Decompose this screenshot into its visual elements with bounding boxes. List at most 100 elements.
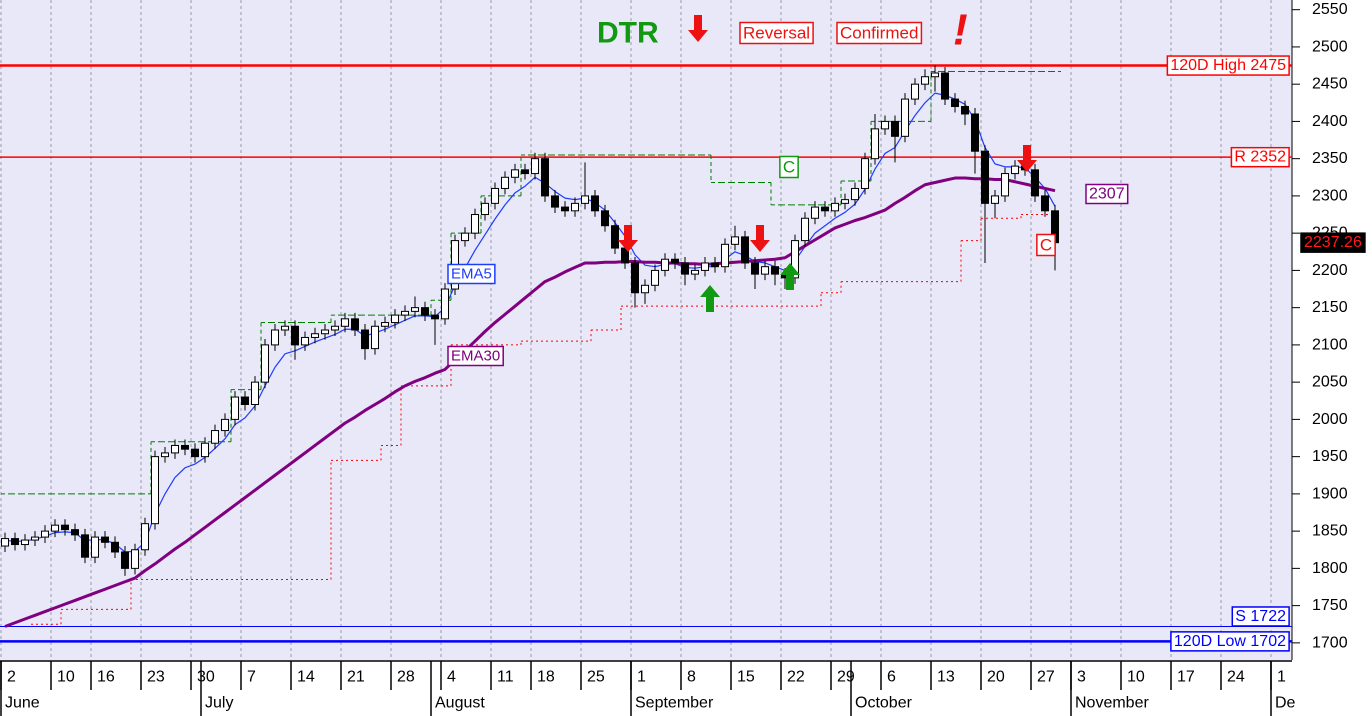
candle-body (961, 106, 969, 115)
candle-body (211, 430, 219, 444)
level-label-box (1170, 631, 1290, 652)
candle-body (471, 214, 479, 234)
candle-body (921, 76, 929, 85)
ema-last-value: 2307 (1089, 186, 1125, 203)
y-tick-label: 2500 (1312, 38, 1348, 55)
series-label-box (447, 263, 496, 285)
candle-body (581, 195, 589, 204)
x-tick-label: 7 (247, 669, 256, 686)
candle-body (791, 240, 799, 279)
y-tick-label: 2200 (1312, 262, 1348, 279)
candle-body (191, 448, 199, 458)
candle-body (301, 336, 309, 346)
candle-body (971, 113, 979, 152)
candle-body (861, 158, 869, 189)
level-label-box (1231, 606, 1290, 627)
candle-body (711, 262, 719, 268)
alert-mark: ! (953, 6, 968, 55)
candle-body (1001, 173, 1009, 197)
candle-body (1, 538, 9, 547)
ema-line (4, 176, 1056, 628)
x-tick-label: 28 (397, 669, 415, 686)
candle-body (811, 206, 819, 219)
candle-body (91, 536, 99, 558)
signal-arrow (688, 15, 708, 42)
candle-body (1011, 165, 1019, 175)
candle-body (491, 187, 499, 204)
candle-body (351, 318, 359, 331)
candle-body (991, 195, 999, 204)
y-tick-label: 2150 (1312, 299, 1348, 316)
x-tick-label: 1 (637, 669, 646, 686)
candle-body (251, 381, 259, 405)
candle-body (831, 202, 839, 212)
candle-body (651, 269, 659, 286)
candle-body (201, 442, 209, 458)
marker-label: C (783, 158, 795, 177)
month-label: September (635, 695, 714, 712)
ema-last-value-box (1085, 183, 1129, 205)
x-tick-label: 18 (537, 669, 555, 686)
x-tick-label: 30 (197, 669, 215, 686)
month-label: August (435, 695, 485, 712)
signal-arrows (618, 15, 1037, 312)
signal-arrow (1017, 145, 1037, 172)
x-tick-label: 1 (1277, 669, 1286, 686)
reversal-label: Reversal (743, 24, 810, 43)
signal-arrow (618, 225, 638, 252)
candle-body (771, 266, 779, 275)
candle-body (731, 236, 739, 245)
candle-body (751, 262, 759, 275)
candle-body (231, 396, 239, 420)
month-label: November (1075, 695, 1149, 712)
candle-body (911, 83, 919, 100)
level-label-box (1166, 55, 1290, 76)
signal-arrow (750, 225, 770, 252)
candle-body (261, 344, 269, 383)
x-tick-label: 21 (347, 669, 365, 686)
month-label: October (855, 695, 913, 712)
candle-body (391, 314, 399, 324)
x-axis-panel (0, 660, 1292, 716)
series-label: EMA5 (451, 266, 492, 283)
candle-body (51, 524, 59, 532)
candle-body (341, 318, 349, 327)
candle-body (881, 120, 889, 130)
x-tick-label: 2 (7, 669, 16, 686)
candle-body (441, 288, 449, 320)
candle-body (641, 284, 649, 294)
y-tick-label: 1700 (1312, 634, 1348, 651)
candle-body (691, 269, 699, 275)
candle-body (281, 325, 289, 331)
y-tick-label: 2450 (1312, 76, 1348, 93)
signal-arrow (780, 263, 800, 290)
candle-body (181, 444, 189, 450)
x-tick-label: 22 (787, 669, 805, 686)
candle-body (741, 236, 749, 264)
x-tick-label: 10 (57, 669, 75, 686)
month-label: June (5, 695, 40, 712)
last-price-box (1300, 232, 1366, 253)
candle-body (41, 530, 49, 538)
candle-body (171, 444, 179, 454)
y-tick-label: 1900 (1312, 485, 1348, 502)
y-tick-label: 2050 (1312, 374, 1348, 391)
candle-body (371, 325, 379, 350)
series-label: EMA30 (451, 348, 500, 365)
candle-body (31, 536, 39, 541)
candle-body (241, 396, 249, 405)
x-tick-label: 6 (887, 669, 896, 686)
y-axis-panel (1292, 0, 1372, 716)
candle-body (461, 232, 469, 242)
y-tick-label: 2100 (1312, 336, 1348, 353)
candle-body (821, 206, 829, 212)
candle-body (11, 538, 19, 546)
candle-body (21, 539, 29, 546)
y-tick-label: 1850 (1312, 523, 1348, 540)
y-tick-label: 2400 (1312, 113, 1348, 130)
month-label: De (1275, 695, 1296, 712)
candle-body (591, 195, 599, 212)
candle-body (321, 329, 329, 335)
y-tick-label: 1800 (1312, 560, 1348, 577)
